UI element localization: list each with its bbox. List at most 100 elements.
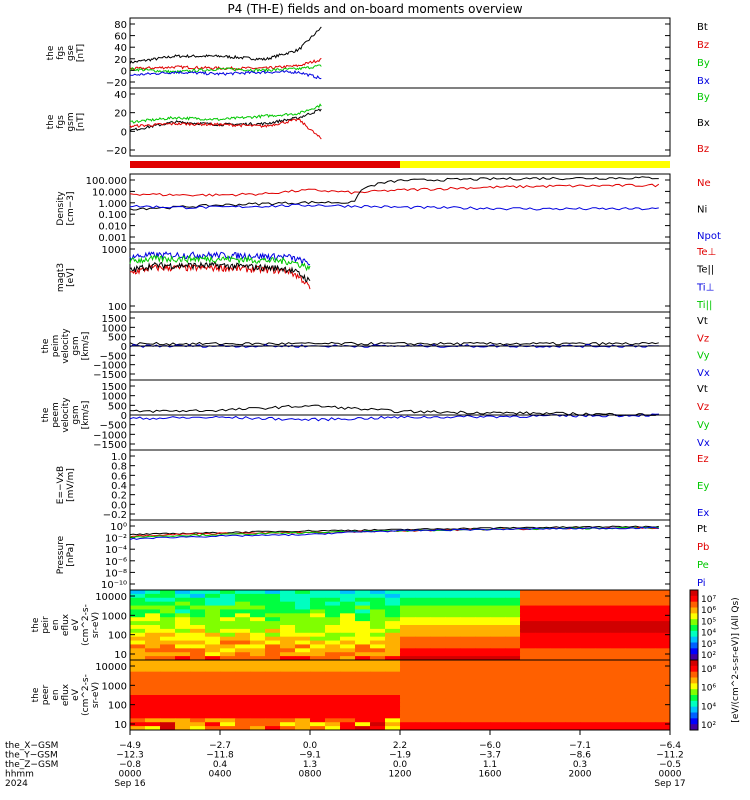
heatmap-cell	[355, 648, 371, 653]
heatmap-cell	[565, 718, 581, 723]
heatmap-cell	[400, 613, 416, 618]
heatmap-cell	[475, 702, 491, 708]
x-axis-value: −1.9	[389, 751, 411, 761]
x-axis-row-label: the_Z−GSM	[5, 760, 58, 770]
heatmap-cell	[175, 597, 191, 603]
heatmap-cell	[520, 652, 536, 657]
heatmap-cell	[445, 671, 461, 677]
heatmap-cell	[325, 663, 341, 669]
heatmap-cell	[250, 605, 266, 610]
heatmap-cell	[505, 640, 521, 645]
heatmap-cell	[595, 652, 611, 657]
heatmap-cell	[130, 640, 146, 645]
heatmap-cell	[460, 726, 476, 731]
heatmap-cell	[370, 667, 386, 673]
heatmap-cell	[430, 632, 446, 638]
heatmap-cell	[640, 687, 656, 692]
heatmap-cell	[250, 683, 266, 688]
heatmap-cell	[595, 636, 611, 642]
legend-entry: Te⊥	[696, 247, 716, 258]
heatmap-cell	[640, 617, 656, 622]
heatmap-cell	[310, 706, 326, 712]
heatmap-cell	[400, 648, 416, 653]
heatmap-cell	[385, 671, 401, 677]
heatmap-cell	[205, 691, 221, 696]
y-tick-label: 0.100	[98, 210, 127, 221]
legend-entry: By	[697, 58, 710, 69]
heatmap-cell	[310, 710, 326, 715]
heatmap-cell	[190, 652, 206, 657]
heatmap-cell	[130, 683, 146, 688]
heatmap-cell	[595, 671, 611, 677]
heatmap-cell	[520, 710, 536, 715]
heatmap-cell	[175, 671, 191, 677]
heatmap-cell	[295, 698, 311, 704]
heatmap-cell	[550, 601, 566, 607]
heatmap-cell	[295, 636, 311, 642]
heatmap-cell	[385, 648, 401, 653]
heatmap-cell	[340, 590, 356, 595]
heatmap-cell	[640, 718, 656, 723]
heatmap-cell	[505, 590, 521, 595]
heatmap-cell	[445, 722, 461, 727]
y-axis-label: Pressure[nPa]	[56, 535, 76, 574]
heatmap-cell	[595, 702, 611, 708]
heatmap-cell	[655, 605, 671, 610]
y-axis-label-line: eflux	[61, 613, 71, 636]
heatmap-cell	[130, 625, 146, 630]
y-tick-label: 1000	[102, 681, 127, 692]
heatmap-cell	[190, 609, 206, 614]
y-axis-label-line: velocity	[61, 397, 71, 433]
heatmap-cell	[460, 667, 476, 673]
heatmap-cell	[370, 671, 386, 677]
heatmap-cell	[130, 663, 146, 669]
heatmap-cell	[565, 644, 581, 649]
heatmap-cell	[385, 691, 401, 696]
heatmap-cell	[220, 644, 236, 649]
y-tick-label: 10⁻⁴	[105, 545, 127, 556]
heatmap-cell	[220, 605, 236, 610]
heatmap-cell	[235, 613, 251, 618]
heatmap-cell	[595, 683, 611, 688]
heatmap-cell	[580, 702, 596, 708]
heatmap-cell	[535, 621, 551, 626]
heatmap-cell	[625, 679, 641, 684]
heatmap-cell	[325, 621, 341, 626]
heatmap-cell	[610, 698, 626, 704]
x-axis-value: −6.0	[479, 741, 501, 751]
heatmap-cell	[370, 702, 386, 708]
heatmap-cell	[505, 679, 521, 684]
heatmap-cell	[355, 722, 371, 727]
heatmap-cell	[235, 667, 251, 673]
heatmap-cell	[250, 698, 266, 704]
series-ti-line	[129, 254, 311, 272]
heatmap-cell	[610, 691, 626, 696]
heatmap-cell	[175, 590, 191, 595]
legend-entry: Vz	[697, 402, 709, 413]
heatmap-cell	[535, 605, 551, 610]
heatmap-cell	[460, 609, 476, 614]
heatmap-cell	[235, 621, 251, 626]
heatmap-cell	[535, 663, 551, 669]
heatmap-cell	[535, 593, 551, 599]
y-tick-label: 500	[108, 401, 127, 412]
y-tick-label: 500	[108, 333, 127, 344]
mode-bar-segment	[130, 161, 400, 168]
heatmap-cell	[220, 625, 236, 630]
heatmap-cell	[160, 710, 176, 715]
heatmap-cell	[550, 663, 566, 669]
heatmap-cell	[265, 621, 281, 626]
x-axis-value: −7.1	[569, 741, 591, 751]
heatmap-cell	[520, 679, 536, 684]
heatmap-cell	[130, 706, 146, 712]
heatmap-cell	[220, 710, 236, 715]
heatmap-cell	[400, 625, 416, 630]
heatmap-cell	[130, 702, 146, 708]
colorbar-swatch	[690, 689, 698, 696]
heatmap-cell	[550, 621, 566, 626]
heatmap-cell	[220, 718, 236, 723]
heatmap-cell	[295, 691, 311, 696]
heatmap-cell	[175, 656, 191, 661]
heatmap-cell	[610, 706, 626, 712]
